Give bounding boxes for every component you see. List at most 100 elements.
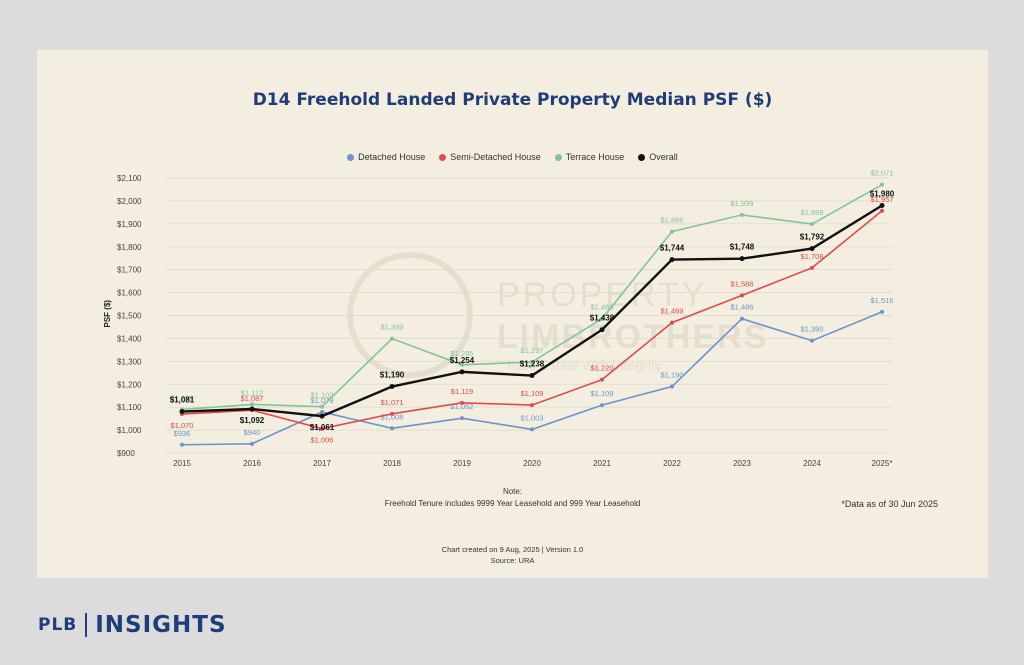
y-tick-label: $900 <box>117 449 135 458</box>
y-tick-label: $2,000 <box>117 197 142 206</box>
data-point <box>670 229 674 234</box>
chart-note: Note: Freehold Tenure includes 9999 Year… <box>37 486 988 510</box>
data-label: $1,008 <box>381 412 404 421</box>
y-tick-label: $2,100 <box>117 174 142 183</box>
y-tick-label: $1,500 <box>117 312 142 321</box>
data-label: $1,980 <box>870 190 895 199</box>
legend-item-3: Terrace House <box>554 152 625 162</box>
data-point <box>390 411 394 416</box>
legend-label: Terrace House <box>565 152 625 162</box>
data-label: $1,899 <box>801 208 824 217</box>
chart-panel: D14 Freehold Landed Private Property Med… <box>37 50 988 578</box>
data-label: $1,190 <box>380 371 405 380</box>
data-label: $1,238 <box>520 360 545 369</box>
y-tick-label: $1,100 <box>117 403 142 412</box>
data-label: $1,792 <box>800 233 825 242</box>
data-label: $940 <box>244 428 261 437</box>
data-label: $1,708 <box>801 252 824 261</box>
legend-label: Overall <box>649 152 678 162</box>
legend-swatch <box>439 153 447 161</box>
data-point <box>880 208 884 213</box>
data-label: $1,939 <box>731 199 754 208</box>
data-label: $1,092 <box>240 416 265 425</box>
data-label: $936 <box>174 429 191 438</box>
data-point <box>320 426 324 431</box>
y-tick-label: $1,300 <box>117 357 142 366</box>
data-point <box>600 377 604 382</box>
x-tick-label: 2024 <box>803 459 821 468</box>
y-tick-label: $1,400 <box>117 334 142 343</box>
data-point <box>809 246 815 252</box>
data-label: $1,109 <box>521 389 544 398</box>
x-tick-label: 2016 <box>243 459 261 468</box>
data-point <box>879 203 885 208</box>
x-tick-label: 2019 <box>453 459 471 468</box>
brand-divider <box>85 613 88 637</box>
data-label: $1,390 <box>801 325 824 334</box>
data-point <box>530 427 534 432</box>
data-label: $1,119 <box>451 387 473 396</box>
data-label: $2,071 <box>871 169 894 178</box>
data-label: $1,516 <box>871 296 894 305</box>
data-label: $1,297 <box>521 346 544 355</box>
data-point <box>600 316 604 321</box>
legend-swatch <box>554 153 562 161</box>
x-tick-label: 2015 <box>173 459 191 468</box>
data-label: $1,081 <box>170 396 195 405</box>
legend-label: Detached House <box>358 152 426 162</box>
data-point <box>250 402 254 407</box>
y-tick-label: $1,800 <box>117 243 142 252</box>
x-tick-label: 2020 <box>523 459 541 468</box>
legend-item-4: Overall <box>638 152 678 162</box>
x-tick-label: 2017 <box>313 459 331 468</box>
data-label: $1,254 <box>450 356 475 365</box>
legend-item-2: Semi-Detached House <box>439 152 541 162</box>
data-label: $1,112 <box>241 388 263 397</box>
data-point <box>180 442 184 447</box>
data-point <box>459 369 465 375</box>
brand-plb: PLB <box>38 615 78 635</box>
data-point <box>250 441 254 446</box>
watermark-text-2: LIMBROTHERS <box>497 318 768 356</box>
data-label: $1,052 <box>451 402 474 411</box>
watermark-text-1: PROPERTY <box>497 276 707 314</box>
brand-logo: PLB INSIGHTS <box>38 610 227 640</box>
chart-legend: Detached House Semi-Detached House Terrace… <box>37 152 988 162</box>
data-label: $1,399 <box>381 323 404 332</box>
data-label: $1,087 <box>241 394 264 403</box>
data-point <box>530 403 534 408</box>
y-tick-label: $1,200 <box>117 380 142 389</box>
data-as-of-note: *Data as of 30 Jun 2025 <box>841 499 938 509</box>
data-label: $1,748 <box>730 243 755 252</box>
data-point <box>319 413 325 419</box>
data-label: $1,003 <box>521 413 544 422</box>
data-label: $1,071 <box>381 398 404 407</box>
data-label: $1,109 <box>591 389 614 398</box>
x-tick-label: 2025* <box>872 459 893 468</box>
data-point <box>740 316 744 321</box>
data-label: $1,866 <box>661 216 684 225</box>
data-point <box>460 362 464 367</box>
data-point <box>669 257 675 263</box>
data-label: $1,744 <box>660 244 685 253</box>
y-axis-label: PSF ($) <box>103 300 112 328</box>
y-tick-label: $1,600 <box>117 289 142 298</box>
y-tick-label: $1,700 <box>117 266 142 275</box>
chart-title: D14 Freehold Landed Private Property Med… <box>252 90 773 110</box>
legend-label: Semi-Detached House <box>450 152 541 162</box>
data-point <box>810 338 814 343</box>
note-heading: Note: <box>502 487 523 496</box>
data-point <box>320 409 324 414</box>
data-label: $1,190 <box>661 371 684 380</box>
data-point <box>179 409 185 415</box>
y-tick-label: $1,000 <box>117 426 142 435</box>
data-point <box>670 320 674 325</box>
data-point <box>529 373 535 379</box>
chart-created-text: Chart created on 9 Aug, 2025 | Version 1… <box>441 545 584 554</box>
data-point <box>390 426 394 431</box>
x-tick-label: 2022 <box>663 459 681 468</box>
data-label: $1,220 <box>591 364 614 373</box>
legend-swatch <box>638 153 646 161</box>
data-point <box>739 256 745 262</box>
